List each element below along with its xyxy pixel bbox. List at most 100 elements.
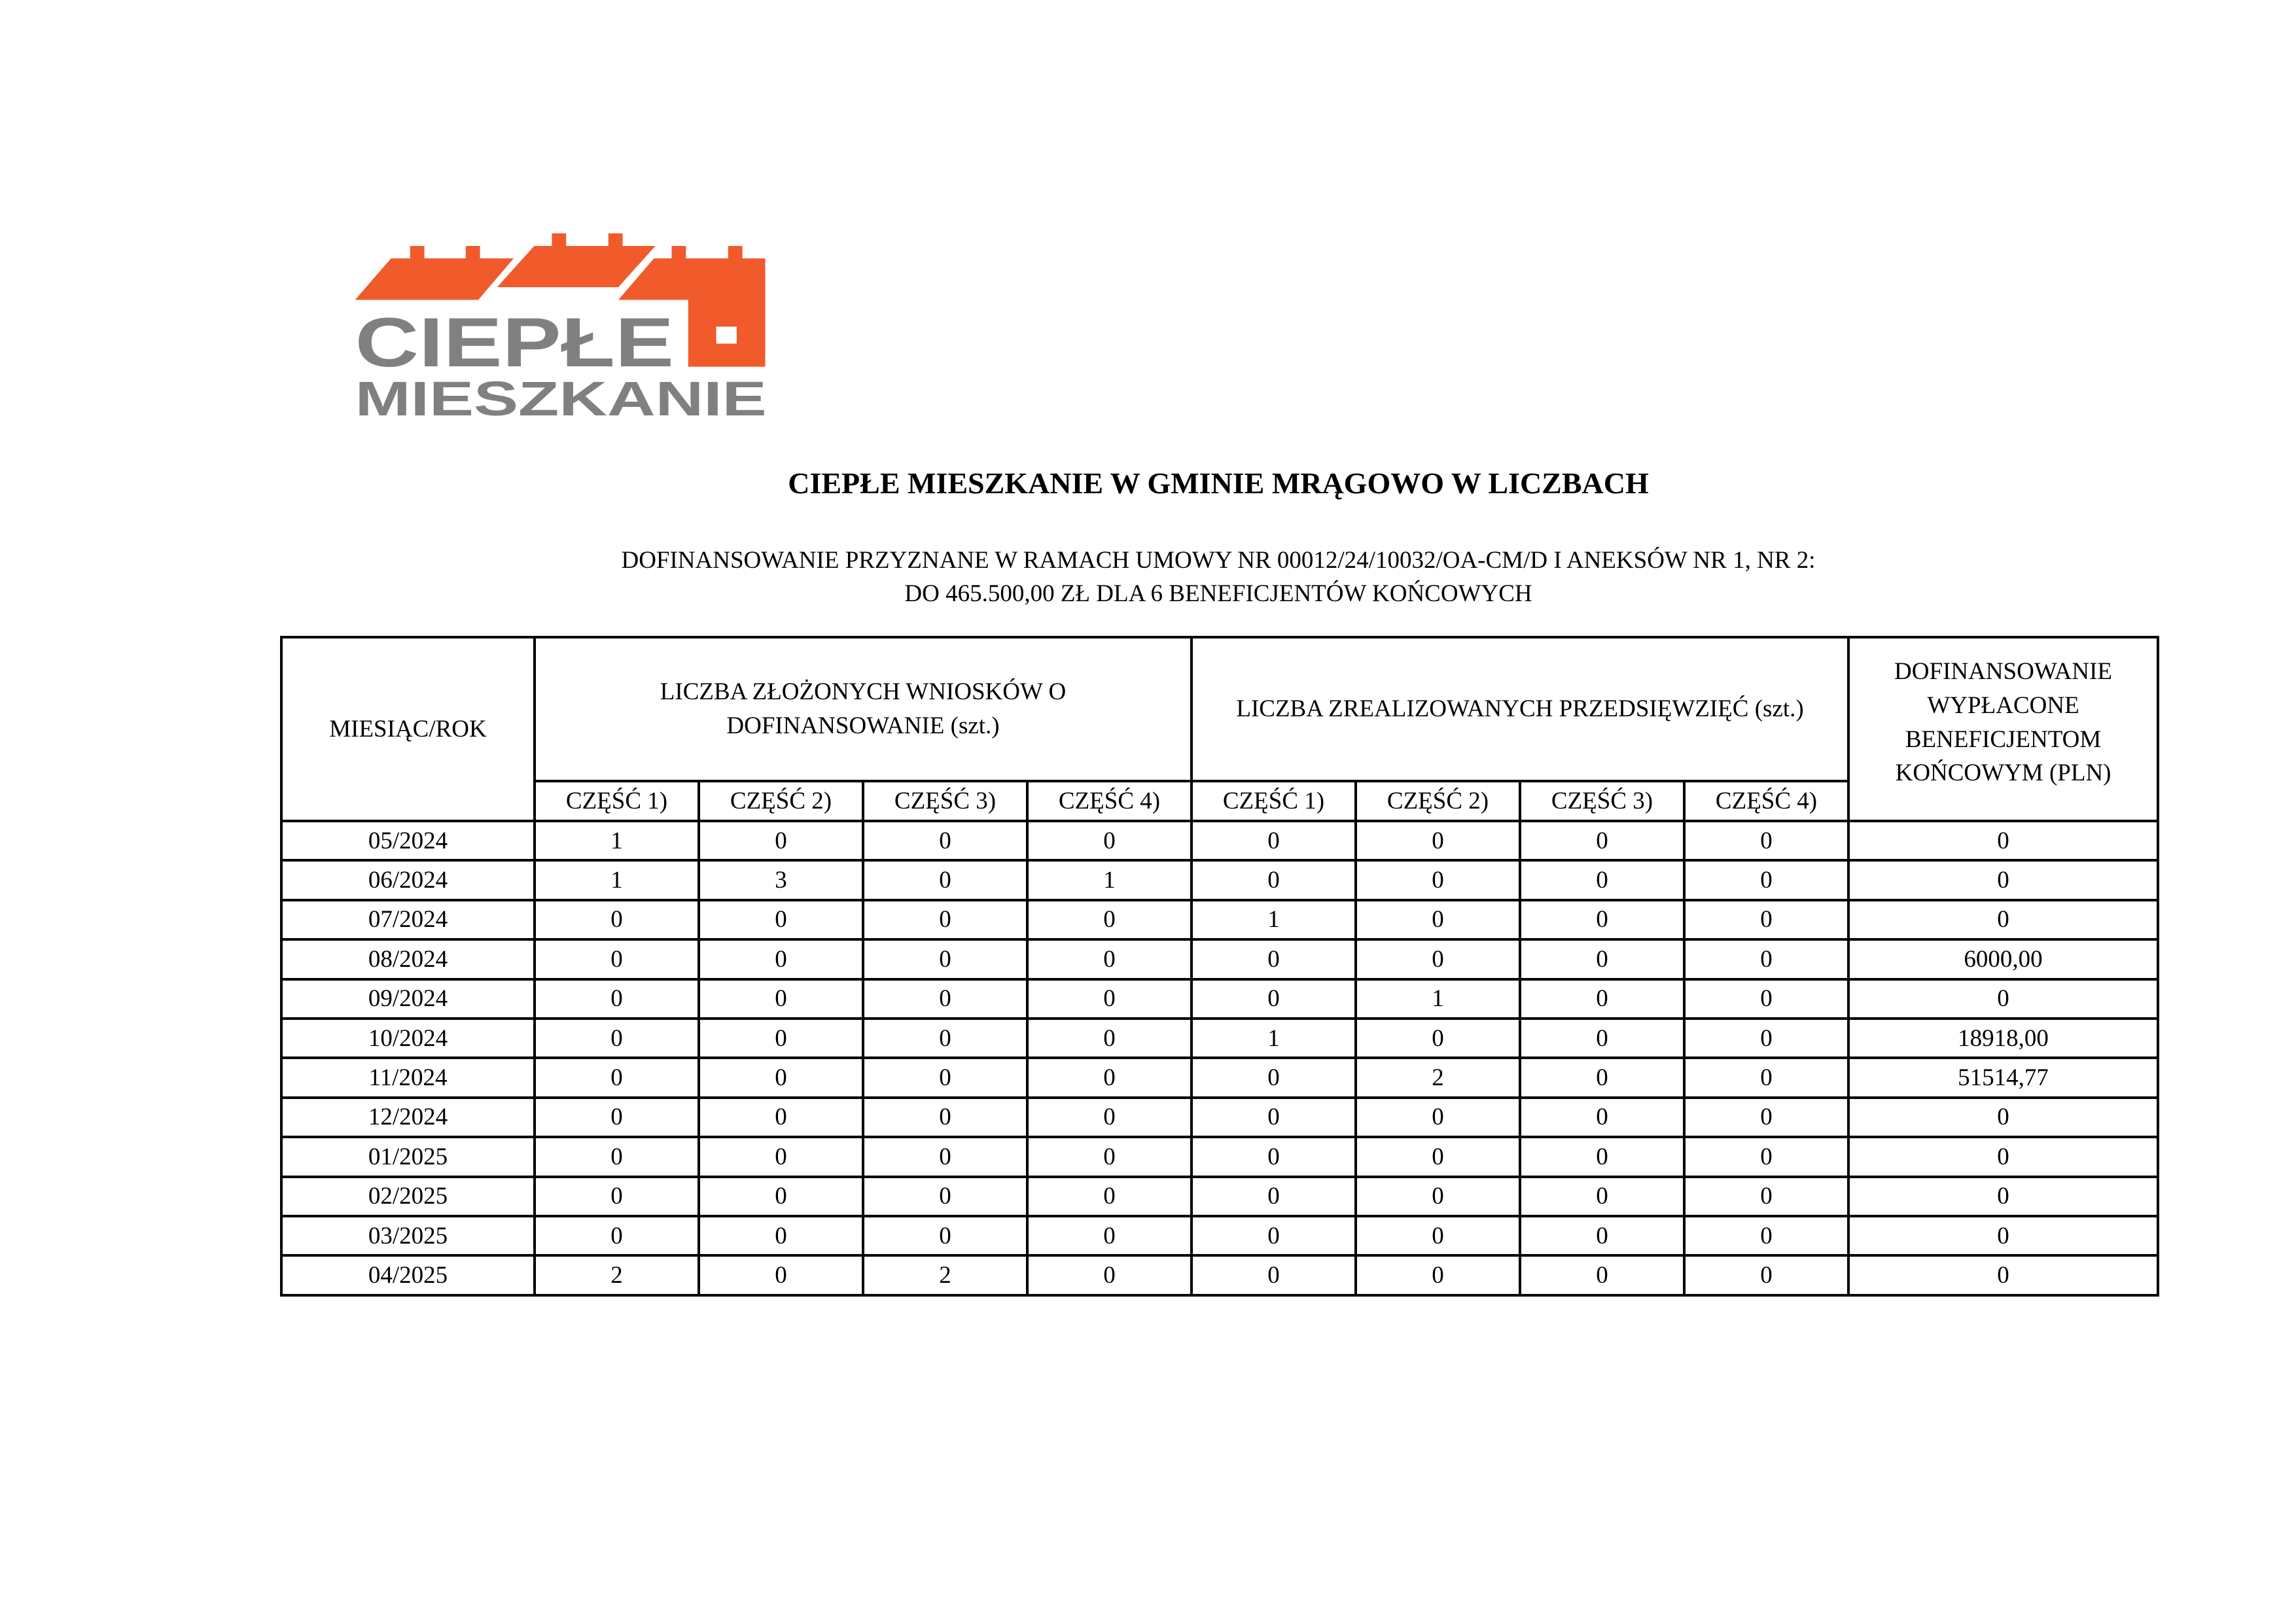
table-cell: 0: [1683, 1056, 1850, 1099]
table-cell: 0: [1519, 1136, 1686, 1178]
header-app-part-2: CZĘŚĆ 2): [698, 780, 864, 822]
table-row: 06/2024 1 3 0 1 0 0 0 0 0: [280, 859, 2160, 901]
table-row: 04/2025 2 0 2 0 0 0 0 0 0: [280, 1254, 2160, 1297]
header-applications: LICZBA ZŁOŻONYCH WNIOSKÓW O DOFINANSOWAN…: [533, 636, 1193, 782]
table-cell: 0: [1683, 1254, 1850, 1297]
cell-month: 06/2024: [280, 859, 536, 901]
cell-paid: 0: [1847, 819, 2160, 862]
cell-paid: 0: [1847, 859, 2160, 901]
table-cell: 0: [1025, 1096, 1193, 1139]
table-cell: 0: [1354, 859, 1522, 901]
cell-paid: 18918,00: [1847, 1017, 2160, 1060]
table-cell: 0: [1025, 1175, 1193, 1217]
table-cell: 0: [698, 1254, 864, 1297]
table-cell: 0: [1519, 1017, 1686, 1060]
table-cell: 0: [1025, 1254, 1193, 1297]
table-row: 10/2024 0 0 0 0 1 0 0 0 18918,00: [280, 1017, 2160, 1060]
table-row: 02/2025 0 0 0 0 0 0 0 0 0: [280, 1175, 2160, 1217]
table-cell: 0: [1519, 1175, 1686, 1217]
table-cell: 0: [862, 1096, 1029, 1139]
cell-paid: 0: [1847, 898, 2160, 941]
table-cell: 0: [698, 1214, 864, 1257]
table-cell: 0: [1354, 1136, 1522, 1178]
table-cell: 0: [1519, 977, 1686, 1020]
logo-window: [716, 326, 737, 344]
table-cell: 0: [1519, 819, 1686, 862]
table-cell: 0: [1190, 1214, 1358, 1257]
cell-paid: 0: [1847, 1096, 2160, 1139]
table-cell: 0: [1025, 938, 1193, 981]
table-cell: 0: [1683, 1096, 1850, 1139]
table-cell: 0: [862, 1056, 1029, 1099]
header-proj-part-3: CZĘŚĆ 3): [1519, 780, 1686, 822]
table-row: 01/2025 0 0 0 0 0 0 0 0 0: [280, 1136, 2160, 1178]
table-cell: 0: [1519, 859, 1686, 901]
cieple-mieszkanie-logo: CIEPŁE MIESZKANIE: [355, 233, 767, 426]
header-proj-part-1: CZĘŚĆ 1): [1190, 780, 1358, 822]
table-cell: 0: [1683, 819, 1850, 862]
cell-paid: 51514,77: [1847, 1056, 2160, 1099]
table-cell: 0: [1519, 1214, 1686, 1257]
table-cell: 0: [698, 1056, 864, 1099]
table-cell: 0: [862, 898, 1029, 941]
table-cell: 0: [1354, 1175, 1522, 1217]
header-paid: DOFINANSOWANIE WYPŁACONE BENEFICJENTOM K…: [1847, 636, 2160, 822]
table-cell: 2: [1354, 1056, 1522, 1099]
table-cell: 0: [1683, 1017, 1850, 1060]
table-cell: 1: [533, 859, 700, 901]
logo-text-line1: CIEPŁE: [355, 304, 674, 382]
table-cell: 0: [533, 1136, 700, 1178]
cell-month: 03/2025: [280, 1214, 536, 1257]
table-cell: 0: [533, 898, 700, 941]
table-cell: 1: [1190, 1017, 1358, 1060]
cell-paid: 6000,00: [1847, 938, 2160, 981]
header-proj-part-2: CZĘŚĆ 2): [1354, 780, 1522, 822]
cell-month: 01/2025: [280, 1136, 536, 1178]
table-cell: 0: [862, 938, 1029, 981]
table-row: 09/2024 0 0 0 0 0 1 0 0 0: [280, 977, 2160, 1020]
table-cell: 0: [862, 1017, 1029, 1060]
table-cell: 0: [1025, 1056, 1193, 1099]
page-title: CIEPŁE MIESZKANIE W GMINIE MRĄGOWO W LIC…: [788, 466, 1649, 500]
table-cell: 0: [1683, 977, 1850, 1020]
table-cell: 0: [533, 1175, 700, 1217]
table-cell: 0: [1190, 977, 1358, 1020]
header-proj-part-4: CZĘŚĆ 4): [1683, 780, 1850, 822]
cell-paid: 0: [1847, 977, 2160, 1020]
table-row: 08/2024 0 0 0 0 0 0 0 0 6000,00: [280, 938, 2160, 981]
cell-paid: 0: [1847, 1136, 2160, 1178]
table-cell: 0: [1190, 859, 1358, 901]
table-cell: 0: [1519, 1056, 1686, 1099]
table-cell: 3: [698, 859, 864, 901]
table-cell: 0: [1683, 1175, 1850, 1217]
table-cell: 0: [1025, 1136, 1193, 1178]
table-cell: 0: [1190, 1254, 1358, 1297]
table-cell: 0: [1190, 1175, 1358, 1217]
table-cell: 0: [1519, 938, 1686, 981]
table-cell: 0: [533, 1017, 700, 1060]
table-row: 12/2024 0 0 0 0 0 0 0 0 0: [280, 1096, 2160, 1139]
table-cell: 0: [533, 1056, 700, 1099]
table-cell: 0: [533, 977, 700, 1020]
header-month: MIESIĄC/ROK: [280, 636, 536, 822]
table-cell: 0: [1354, 1017, 1522, 1060]
table-cell: 0: [1025, 898, 1193, 941]
table-cell: 0: [698, 1175, 864, 1217]
table-cell: 0: [862, 1214, 1029, 1257]
table-cell: 2: [533, 1254, 700, 1297]
table-cell: 0: [698, 977, 864, 1020]
table-cell: 0: [862, 1136, 1029, 1178]
table-cell: 0: [862, 1175, 1029, 1217]
statistics-table: MIESIĄC/ROK LICZBA ZŁOŻONYCH WNIOSKÓW O …: [280, 636, 2160, 1297]
cell-month: 09/2024: [280, 977, 536, 1020]
table-cell: 0: [698, 819, 864, 862]
table-cell: 0: [1025, 819, 1193, 862]
table-cell: 0: [533, 938, 700, 981]
table-cell: 0: [1354, 898, 1522, 941]
table-cell: 0: [1025, 1214, 1193, 1257]
table-cell: 0: [698, 1096, 864, 1139]
table-cell: 2: [862, 1254, 1029, 1297]
header-app-part-4: CZĘŚĆ 4): [1025, 780, 1193, 822]
table-cell: 0: [1354, 1254, 1522, 1297]
logo-text-line2: MIESZKANIE: [355, 372, 767, 426]
